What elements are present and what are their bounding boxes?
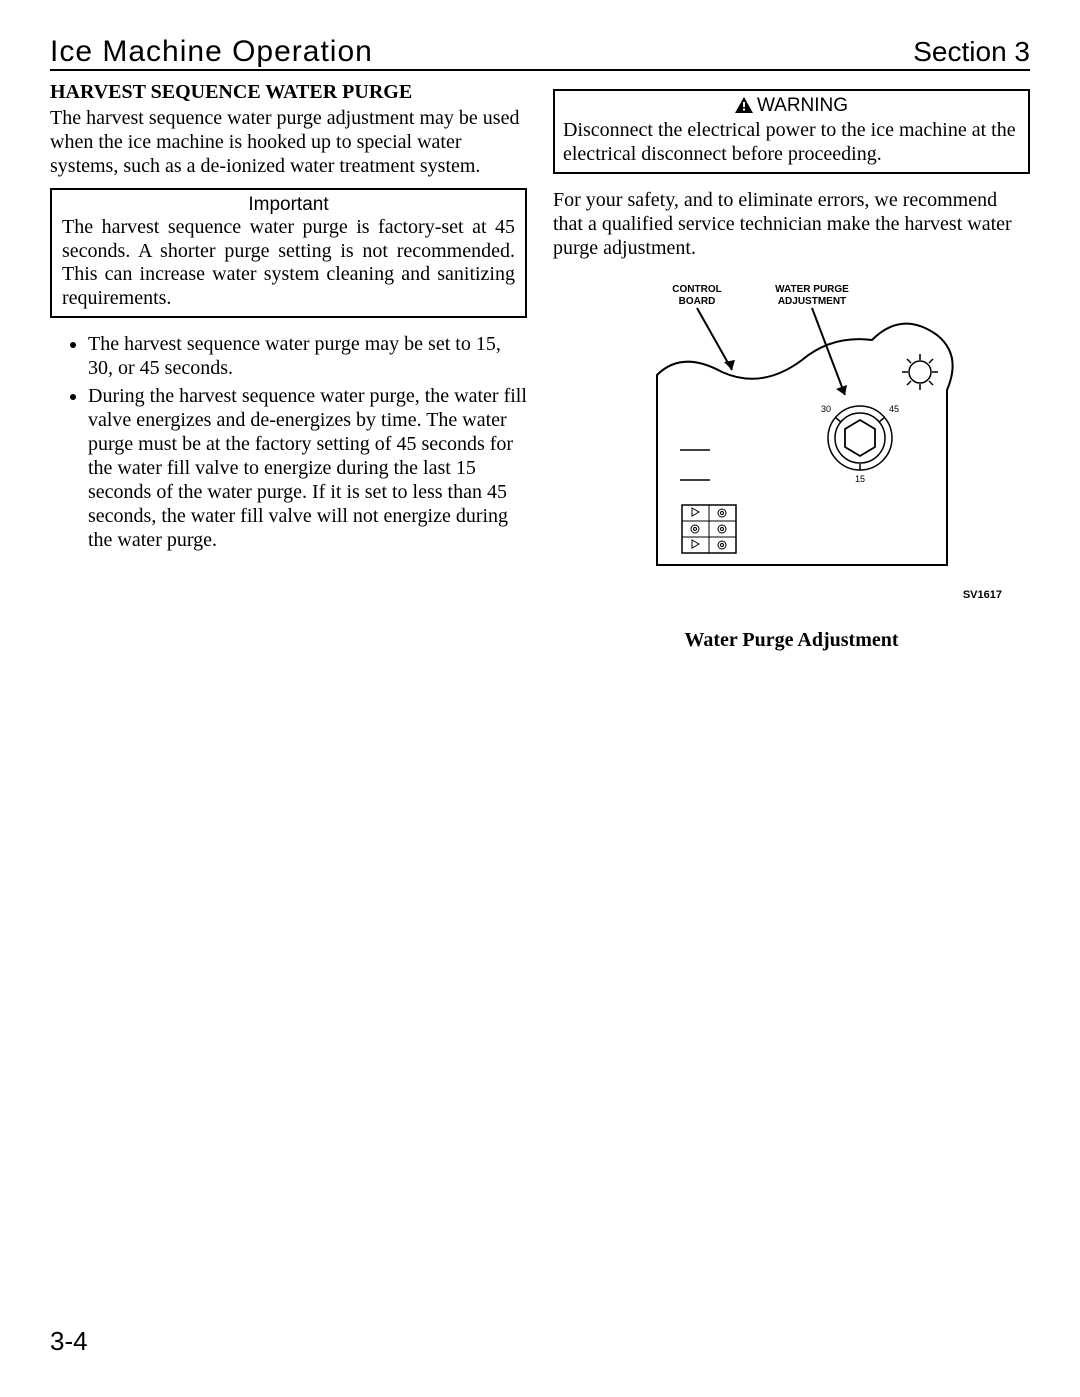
important-box: Important The harvest sequence water pur… [50, 188, 527, 318]
warning-box-body: Disconnect the electrical power to the i… [563, 119, 1020, 166]
arrow-line [697, 308, 732, 370]
important-box-body: The harvest sequence water purge is fact… [62, 216, 515, 310]
dial-value-30: 30 [820, 404, 830, 414]
header-left: Ice Machine Operation [50, 35, 373, 69]
connector-block [682, 505, 736, 553]
diagram-label-purge-1: WATER PURGE [775, 284, 849, 295]
diagram-label-control-1: CONTROL [672, 284, 721, 295]
figure-caption: Water Purge Adjustment [553, 629, 1030, 652]
intro-paragraph: The harvest sequence water purge adjustm… [50, 106, 527, 178]
left-column: HARVEST SEQUENCE WATER PURGE The harvest… [50, 79, 527, 652]
right-paragraph: For your safety, and to eliminate errors… [553, 188, 1030, 260]
list-item: The harvest sequence water purge may be … [88, 332, 527, 380]
bullet-list: The harvest sequence water purge may be … [70, 332, 527, 552]
content-columns: HARVEST SEQUENCE WATER PURGE The harvest… [50, 79, 1030, 652]
arrow-head-icon [724, 360, 735, 370]
diagram-label-purge-2: ADJUSTMENT [777, 296, 845, 307]
important-box-title: Important [62, 194, 515, 216]
warning-box: WARNING Disconnect the electrical power … [553, 89, 1030, 174]
purge-dial: 30 45 15 [820, 404, 898, 484]
page-number: 3-4 [50, 1326, 88, 1357]
page-header: Ice Machine Operation Section 3 [50, 35, 1030, 71]
diagram-wrap: CONTROL BOARD WATER PURGE ADJUSTMENT [553, 280, 1030, 652]
sun-icon [902, 354, 938, 390]
hex-nut-icon [845, 420, 875, 456]
warning-icon [735, 97, 753, 119]
arrow-line [812, 308, 845, 395]
figure-code: SV1617 [553, 589, 1030, 601]
list-item: During the harvest sequence water purge,… [88, 384, 527, 552]
right-column: WARNING Disconnect the electrical power … [553, 79, 1030, 652]
header-right: Section 3 [913, 36, 1030, 68]
warning-title-row: WARNING [563, 95, 1020, 119]
warning-title: WARNING [757, 95, 848, 116]
dial-value-45: 45 [888, 404, 898, 414]
water-purge-diagram: CONTROL BOARD WATER PURGE ADJUSTMENT [602, 280, 982, 580]
page: Ice Machine Operation Section 3 HARVEST … [0, 0, 1080, 1397]
section-subhead: HARVEST SEQUENCE WATER PURGE [50, 81, 527, 104]
diagram-label-control-2: BOARD [678, 296, 715, 307]
dial-value-15: 15 [854, 474, 864, 484]
